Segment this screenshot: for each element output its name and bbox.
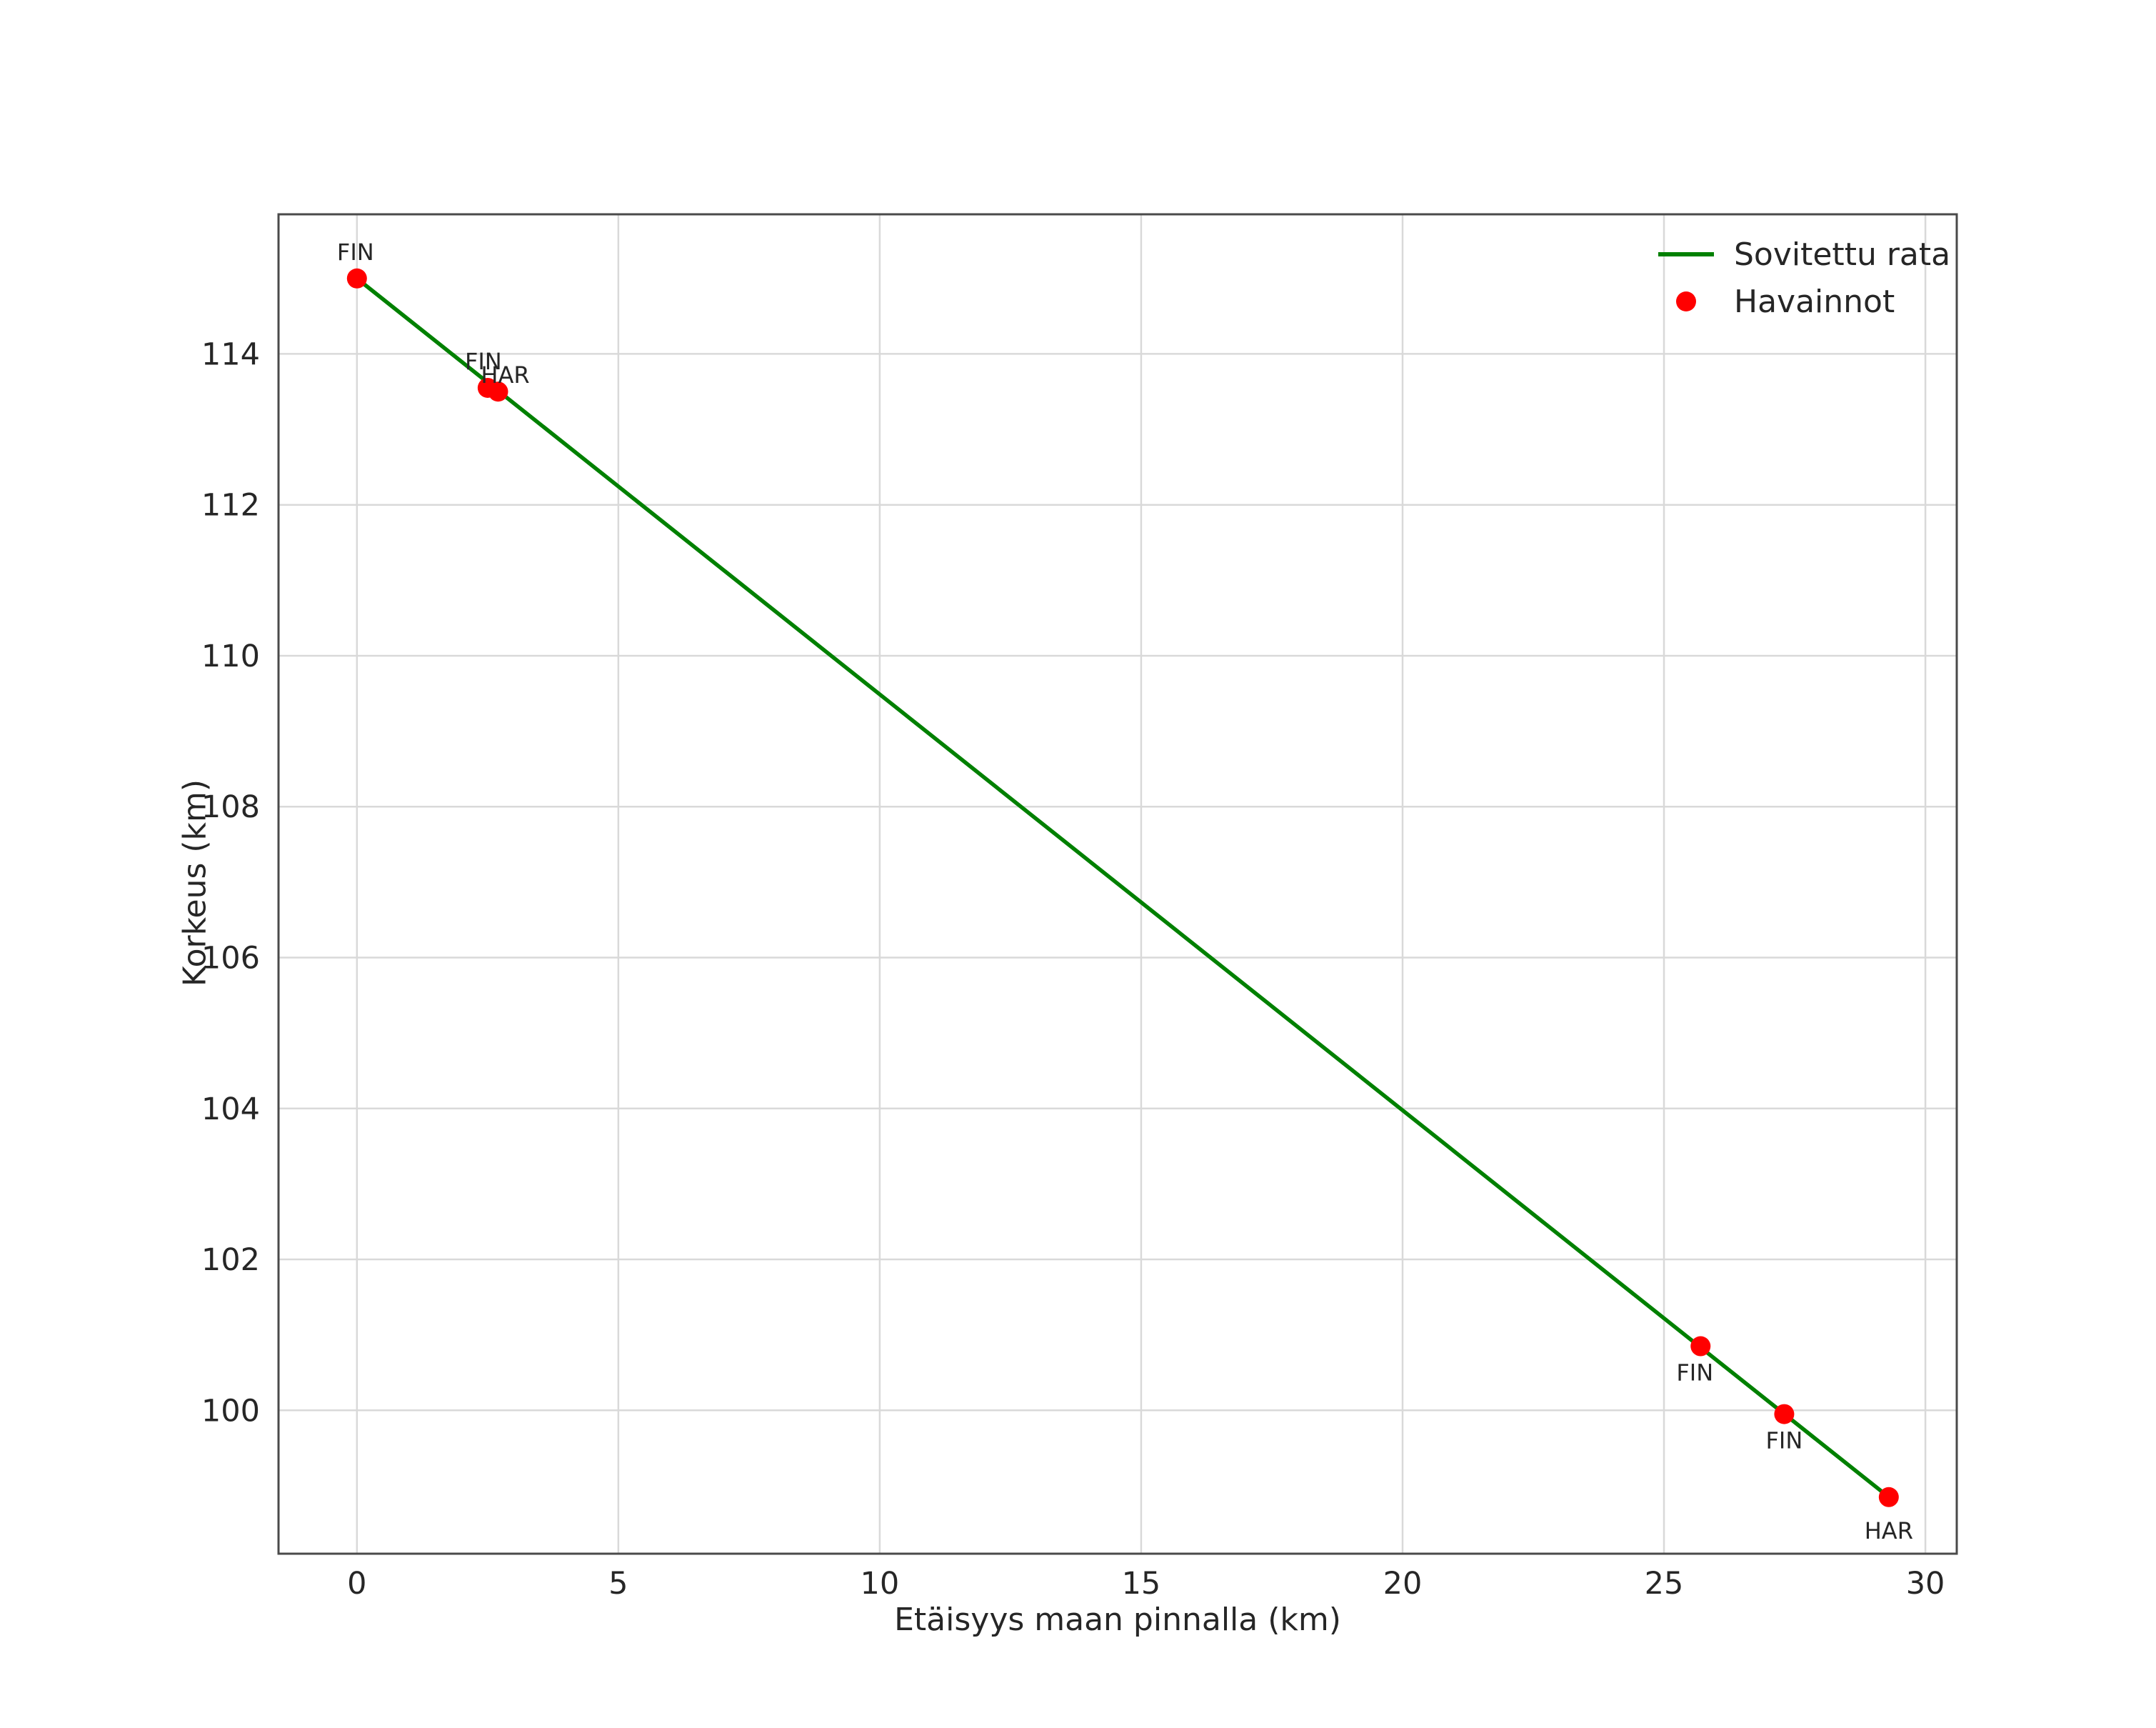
fitted-line (355, 276, 1891, 1499)
data-point (1878, 1487, 1899, 1507)
point-label: HAR (481, 361, 529, 389)
x-axis-label: Etäisyys maan pinnalla (km) (894, 1602, 1341, 1638)
y-tick-label: 108 (201, 789, 260, 825)
legend-item-fitted-line: Sovitettu rata (1657, 236, 1950, 273)
y-tick-label: 104 (201, 1092, 260, 1127)
legend-label: Havainnot (1734, 283, 1895, 320)
x-tick-label: 5 (608, 1566, 628, 1602)
gridlines (279, 214, 1957, 1554)
y-tick-label: 110 (201, 639, 260, 674)
x-tick-label: 30 (1906, 1566, 1945, 1602)
x-tick-label: 20 (1383, 1566, 1423, 1602)
data-point (1690, 1336, 1711, 1357)
y-tick-label: 112 (201, 488, 260, 524)
point-label: FIN (465, 348, 502, 375)
y-tick-label: 114 (201, 336, 260, 372)
data-points (346, 268, 1899, 1507)
data-point (346, 268, 367, 289)
legend: Sovitettu rata Havainnot (1657, 236, 1950, 320)
data-point (1774, 1404, 1795, 1424)
x-tick-label: 0 (347, 1566, 366, 1602)
x-tick-label: 15 (1122, 1566, 1161, 1602)
marker-swatch-icon (1676, 291, 1696, 311)
y-tick-label: 106 (201, 940, 260, 976)
point-label: FIN (1676, 1359, 1713, 1387)
x-tick-label: 10 (861, 1566, 900, 1602)
point-label: HAR (1865, 1517, 1913, 1544)
point-label: FIN (1766, 1427, 1803, 1454)
y-tick-label: 100 (201, 1393, 260, 1429)
x-tick-label: 25 (1645, 1566, 1684, 1602)
y-tick-label: 102 (201, 1242, 260, 1278)
line-swatch-icon (1658, 252, 1714, 256)
y-axis-label: Korkeus (km) (176, 779, 214, 987)
legend-label: Sovitettu rata (1734, 236, 1951, 273)
legend-item-observations: Havainnot (1657, 283, 1950, 320)
point-label: FIN (337, 239, 374, 266)
data-point (488, 381, 508, 402)
plot-frame (277, 213, 1958, 1555)
